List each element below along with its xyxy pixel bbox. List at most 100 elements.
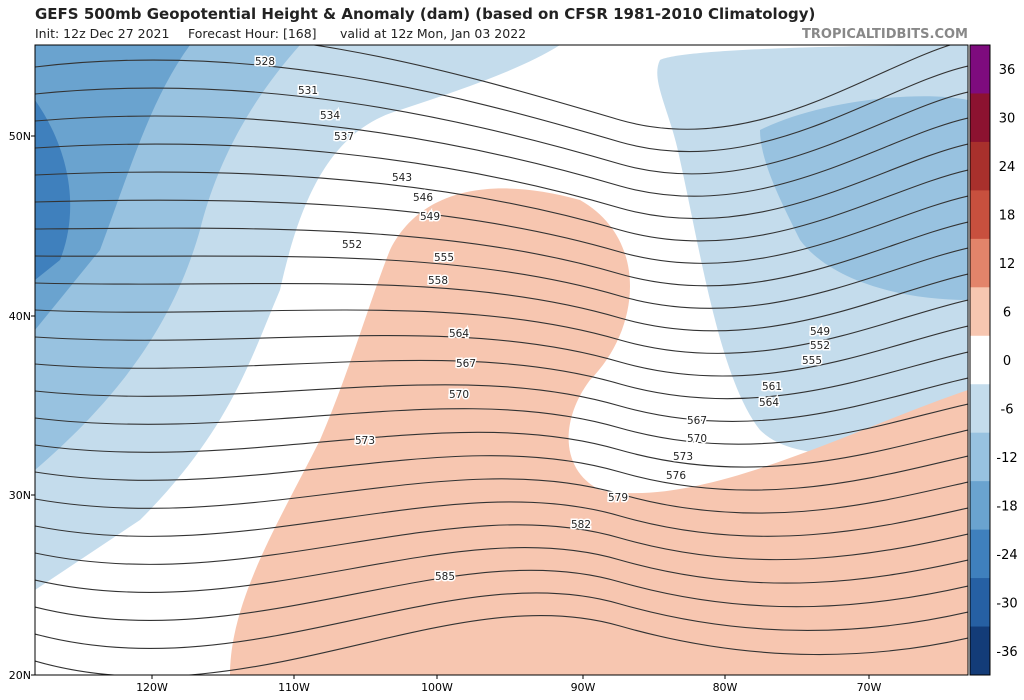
colorbar-tick-label: 24 xyxy=(999,160,1016,175)
contour-line xyxy=(35,143,968,220)
contour-line xyxy=(35,524,968,565)
contour-label: 555 xyxy=(434,252,454,264)
contour-label: 561 xyxy=(762,381,782,393)
axes: 50N 40N 30N 20N 120W 110W 100W 90W 80W 70W xyxy=(9,130,882,694)
contour-line xyxy=(35,221,968,287)
colorbar-segment xyxy=(970,93,990,143)
colorbar-segment xyxy=(970,626,990,676)
contour-line xyxy=(35,569,968,621)
colorbar-segment xyxy=(970,529,990,579)
colorbar-segment xyxy=(970,45,990,94)
contour-line xyxy=(35,547,968,593)
title: GEFS 500mb Geopotential Height & Anomaly… xyxy=(35,5,815,23)
colorbar-tick-label: -30 xyxy=(996,596,1017,611)
colorbar-tick-label: 12 xyxy=(999,257,1016,272)
contour-label: 528 xyxy=(255,56,275,68)
contour-lines xyxy=(35,45,968,675)
lon-label: 100W xyxy=(421,681,453,694)
contour-label: 570 xyxy=(449,389,469,401)
contour-line xyxy=(35,87,968,175)
contour-label: 549 xyxy=(420,211,440,223)
colorbar-tick-label: -12 xyxy=(996,451,1017,466)
contour-label: 555 xyxy=(802,355,822,367)
contour-label: 564 xyxy=(759,397,779,409)
colorbar-tick-label: -18 xyxy=(996,499,1017,514)
colorbar-tick-label: -36 xyxy=(996,645,1017,660)
colorbar-segment xyxy=(970,287,990,337)
colorbar-segment xyxy=(970,432,990,482)
contour-line xyxy=(35,115,968,197)
colorbar-tick-label: 30 xyxy=(999,112,1016,127)
contour-line xyxy=(35,195,968,265)
contour-line xyxy=(35,273,968,332)
contour-label: 573 xyxy=(673,451,693,463)
contour-line xyxy=(35,614,968,675)
contour-label: 576 xyxy=(666,470,686,482)
contour-line xyxy=(35,247,968,309)
contour-line xyxy=(35,429,968,468)
contour-label: 579 xyxy=(608,492,628,504)
colorbar-tick-label: 18 xyxy=(999,209,1016,224)
contour-label: 549 xyxy=(810,326,830,338)
lat-label: 20N xyxy=(9,669,31,682)
contour-label: 534 xyxy=(320,110,340,122)
colorbar-tick-label: -24 xyxy=(996,548,1017,563)
contour-line xyxy=(35,501,968,537)
contour-label: 585 xyxy=(435,571,455,583)
contour-line xyxy=(35,592,968,649)
contour-label: 552 xyxy=(342,239,362,251)
contour-label: 543 xyxy=(392,172,412,184)
colorbar-segment xyxy=(970,141,990,191)
colorbar-segment xyxy=(970,335,990,385)
colorbar-tick-label: 36 xyxy=(999,63,1016,78)
lon-label: 110W xyxy=(278,681,310,694)
contour-label: 531 xyxy=(298,85,318,97)
contour-label: 567 xyxy=(456,358,476,370)
init: Init: 12z Dec 27 2021 xyxy=(35,26,169,41)
contour-label: 564 xyxy=(449,328,469,340)
colorbar-segment xyxy=(970,384,990,434)
contour-line xyxy=(35,325,968,377)
lat-label: 50N xyxy=(9,130,31,143)
contour-label: 582 xyxy=(571,519,591,531)
colorbar-tick-label: -6 xyxy=(1001,402,1014,417)
contour-line xyxy=(35,59,968,153)
contour-label: 546 xyxy=(413,192,433,204)
contour-line xyxy=(35,377,968,422)
colorbar-frame xyxy=(969,44,991,676)
contour-line xyxy=(35,478,968,514)
contour-label: 552 xyxy=(810,340,830,352)
colorbar: 36 30 24 18 12 6 0 -6 -12 -18 -24 -30 -36 xyxy=(969,44,1018,676)
map-frame xyxy=(34,44,969,676)
lon-label: 80W xyxy=(713,681,738,694)
contour-line xyxy=(35,169,968,242)
lon-label: 120W xyxy=(136,681,168,694)
lon-label: 70W xyxy=(857,681,882,694)
colorbar-segment xyxy=(970,190,990,240)
contour-line xyxy=(35,351,968,400)
forecast-hour: Forecast Hour: [168] xyxy=(188,26,317,41)
contour-label: 558 xyxy=(428,275,448,287)
colorbar-tick-label: 0 xyxy=(1003,354,1011,369)
colorbar-tick-label: 6 xyxy=(1003,306,1011,321)
contour-label: 573 xyxy=(355,435,375,447)
contour-label: 567 xyxy=(687,415,707,427)
colorbar-segment xyxy=(970,481,990,531)
contour-line xyxy=(35,299,968,354)
colorbar-segment xyxy=(970,238,990,288)
contour-line xyxy=(35,455,968,491)
colorbar-segment xyxy=(970,578,990,628)
contour-label: 537 xyxy=(334,131,354,143)
lat-label: 30N xyxy=(9,489,31,502)
lat-label: 40N xyxy=(9,310,31,323)
contour-label: 570 xyxy=(687,433,707,445)
site: TROPICALTIDBITS.COM xyxy=(802,27,968,42)
contour-line xyxy=(35,403,968,445)
contour-line xyxy=(310,45,953,130)
lon-label: 90W xyxy=(571,681,596,694)
valid-time: valid at 12z Mon, Jan 03 2022 xyxy=(340,26,526,41)
